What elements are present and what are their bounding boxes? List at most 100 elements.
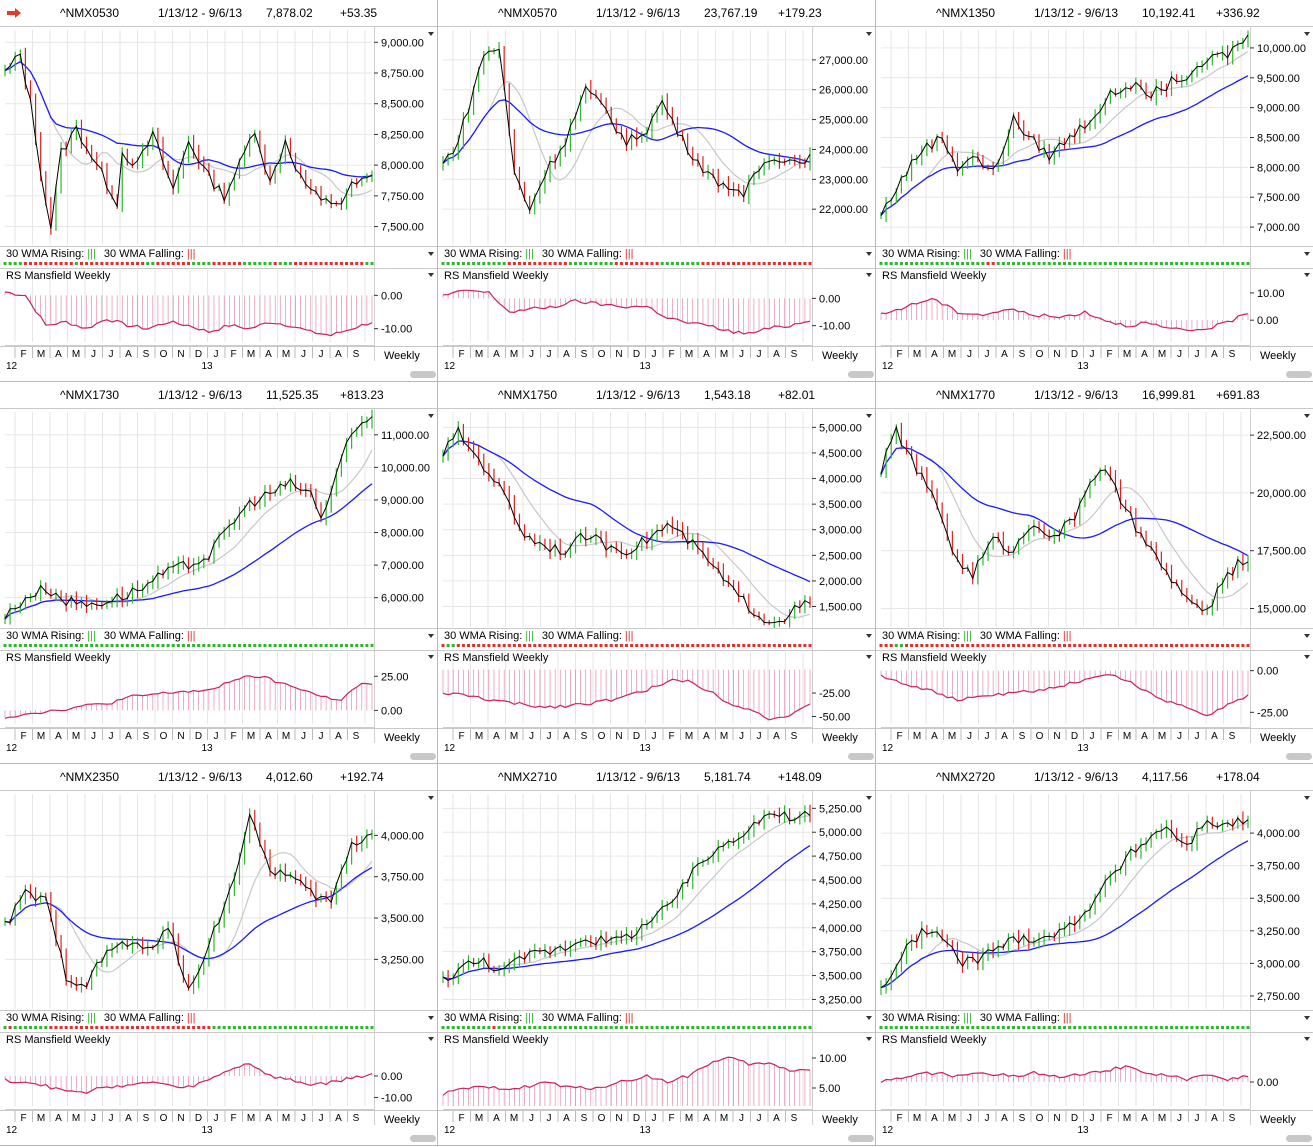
wma-falling-dot: [1231, 644, 1235, 647]
wma-falling-dot: [920, 644, 924, 647]
dropdown-triangle-icon[interactable]: [866, 252, 872, 256]
horizontal-scrollbar[interactable]: [410, 371, 436, 378]
wma-falling-dot: [85, 1026, 89, 1029]
wma-rising-dot: [579, 262, 583, 265]
price-chart-svg[interactable]: 10,000.00 9,500.00 9,000.00 8,500.00 8,000.0…: [876, 0, 1313, 382]
dropdown-triangle-icon[interactable]: [1304, 414, 1310, 418]
dropdown-triangle-icon[interactable]: [428, 796, 434, 800]
red-right-arrow-icon[interactable]: [6, 7, 22, 19]
dropdown-triangle-icon[interactable]: [866, 414, 872, 418]
dropdown-triangle-icon[interactable]: [428, 273, 434, 277]
chart-panel: ^NMX2720 1/13/12 - 9/6/13 4,117.56 +178.04 4…: [876, 764, 1313, 1146]
horizontal-scrollbar[interactable]: [1286, 1135, 1312, 1142]
dropdown-triangle-icon[interactable]: [1304, 1037, 1310, 1041]
dropdown-triangle-icon[interactable]: [1304, 655, 1310, 659]
x-month-label: M: [510, 731, 518, 742]
wma-falling-label: 30 WMA Falling:: [103, 1012, 184, 1024]
wma-rising-dot: [288, 262, 292, 265]
horizontal-scrollbar[interactable]: [1286, 753, 1312, 760]
timeframe-label[interactable]: Weekly: [384, 732, 420, 744]
wma-falling-dot: [1078, 644, 1082, 647]
rs-mansfield-line: [880, 674, 1249, 717]
wma-rising-dot: [614, 1026, 618, 1029]
horizontal-scrollbar[interactable]: [410, 753, 436, 760]
wma-rising-label: 30 WMA Rising:: [444, 1012, 523, 1024]
wma-falling-dot: [309, 262, 313, 265]
dropdown-triangle-icon[interactable]: [866, 796, 872, 800]
dropdown-triangle-icon[interactable]: [1304, 32, 1310, 36]
horizontal-scrollbar[interactable]: [848, 1135, 874, 1142]
dropdown-triangle-icon[interactable]: [1304, 796, 1310, 800]
x-month-label: M: [948, 1113, 956, 1124]
dropdown-triangle-icon[interactable]: [428, 1016, 434, 1020]
dropdown-triangle-icon[interactable]: [1304, 1016, 1310, 1020]
dropdown-triangle-icon[interactable]: [866, 1016, 872, 1020]
rs-tick-label: -10.00: [381, 1092, 412, 1104]
wma-rising-dot: [670, 1026, 674, 1029]
x-month-label: N: [177, 1113, 184, 1124]
wma-falling-mark: |||: [624, 1012, 634, 1024]
y-tick-label: 4,750.00: [819, 851, 862, 863]
dropdown-triangle-icon[interactable]: [428, 634, 434, 638]
dropdown-triangle-icon[interactable]: [428, 32, 434, 36]
timeframe-label[interactable]: Weekly: [1260, 1114, 1296, 1126]
price-chart-svg[interactable]: 5,000.00 4,500.00 4,000.00 3,500.00 3,000.00…: [438, 382, 876, 764]
timeframe-label[interactable]: Weekly: [1260, 350, 1296, 362]
timeframe-label[interactable]: Weekly: [384, 350, 420, 362]
wma-rising-dot: [1231, 262, 1235, 265]
wma-rising-dot: [350, 644, 354, 647]
timeframe-label[interactable]: Weekly: [384, 1114, 420, 1126]
wma-falling-dot: [630, 262, 634, 265]
wma-rising-dot: [1205, 262, 1209, 265]
price-chart-svg[interactable]: 11,000.00 10,000.00 9,000.00 8,000.00 7,000.…: [0, 382, 438, 764]
y-tick-label: 3,750.00: [381, 872, 424, 884]
dropdown-triangle-icon[interactable]: [428, 414, 434, 418]
wma-rising-dot: [69, 644, 73, 647]
horizontal-scrollbar[interactable]: [848, 753, 874, 760]
dropdown-triangle-icon[interactable]: [866, 32, 872, 36]
dropdown-triangle-icon[interactable]: [428, 655, 434, 659]
wma-rising-dot: [28, 1026, 32, 1029]
timeframe-label[interactable]: Weekly: [1260, 732, 1296, 744]
price-chart-svg[interactable]: 4,000.00 3,750.00 3,500.00 3,250.00 0.00 -10.…: [0, 764, 438, 1146]
wma-rising-dot: [609, 262, 613, 265]
wma-falling-dot: [207, 1026, 211, 1029]
wma-rising-dot: [1134, 262, 1138, 265]
wma-rising-dot: [1144, 1026, 1148, 1029]
timeframe-label[interactable]: Weekly: [822, 732, 858, 744]
dropdown-triangle-icon[interactable]: [428, 252, 434, 256]
dropdown-triangle-icon[interactable]: [866, 273, 872, 277]
symbol-label: ^NMX2350: [60, 770, 119, 784]
wma-rising-dot: [691, 262, 695, 265]
price-chart-svg[interactable]: 22,500.00 20,000.00 17,500.00 15,000.00 0.00…: [876, 382, 1313, 764]
y-tick-label: 17,500.00: [1257, 546, 1306, 558]
section-divider: [876, 1032, 1313, 1033]
price-chart-svg[interactable]: 9,000.00 8,750.00 8,500.00 8,250.00 8,000.00…: [0, 0, 438, 382]
price-chart-svg[interactable]: 4,000.00 3,750.00 3,500.00 3,250.00 3,000.00…: [876, 764, 1313, 1146]
x-month-label: F: [20, 1113, 26, 1124]
price-chart-svg[interactable]: 5,250.00 5,000.00 4,750.00 4,500.00 4,250.00…: [438, 764, 876, 1146]
wma-falling-dot: [59, 262, 63, 265]
timeframe-label[interactable]: Weekly: [822, 1114, 858, 1126]
wma-falling-dot: [146, 1026, 150, 1029]
x-month-label: J: [652, 1113, 657, 1124]
price-chart-svg[interactable]: 27,000.00 26,000.00 25,000.00 24,000.00 23,0…: [438, 0, 876, 382]
dropdown-triangle-icon[interactable]: [1304, 634, 1310, 638]
wma-rising-dot: [971, 1026, 975, 1029]
dropdown-triangle-icon[interactable]: [1304, 273, 1310, 277]
x-month-label: J: [739, 731, 744, 742]
horizontal-scrollbar[interactable]: [410, 1135, 436, 1142]
horizontal-scrollbar[interactable]: [848, 371, 874, 378]
dropdown-triangle-icon[interactable]: [866, 655, 872, 659]
dropdown-triangle-icon[interactable]: [866, 634, 872, 638]
wma-falling-dot: [69, 1026, 73, 1029]
horizontal-scrollbar[interactable]: [1286, 371, 1312, 378]
dropdown-triangle-icon[interactable]: [866, 1037, 872, 1041]
wma-falling-dot: [1129, 644, 1133, 647]
dropdown-triangle-icon[interactable]: [428, 1037, 434, 1041]
dropdown-triangle-icon[interactable]: [1304, 252, 1310, 256]
x-month-label: D: [1071, 731, 1078, 742]
timeframe-label[interactable]: Weekly: [822, 350, 858, 362]
wma-falling-dot: [691, 644, 695, 647]
wma-falling-dot: [1088, 644, 1092, 647]
